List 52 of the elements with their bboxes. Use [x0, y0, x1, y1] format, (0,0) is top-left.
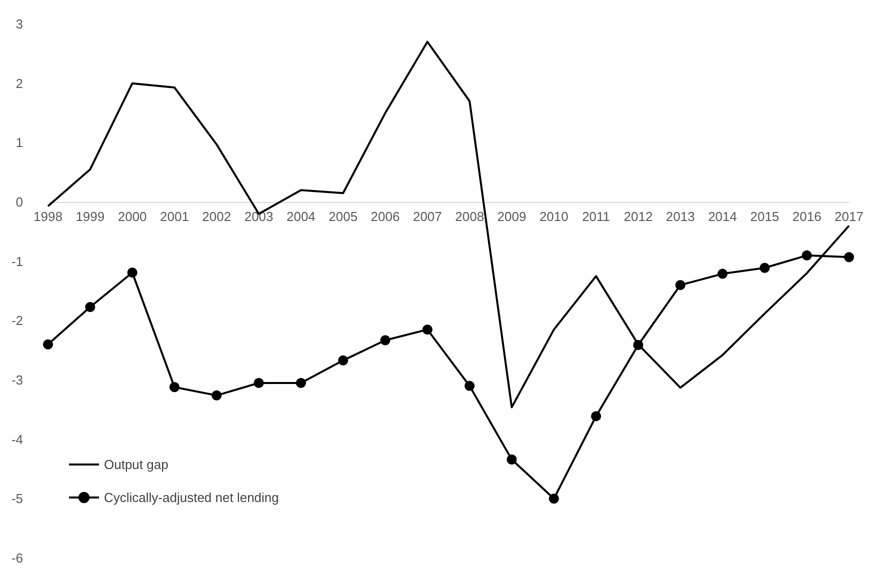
x-tick-label: 2004	[286, 209, 316, 224]
point	[760, 262, 770, 273]
point	[296, 378, 306, 388]
x-tick-label: 2002	[202, 209, 232, 224]
x-tick-label: 2015	[750, 209, 780, 224]
y-tick-label: -4	[11, 432, 23, 447]
legend-label: Output gap	[104, 457, 168, 472]
point	[422, 324, 432, 335]
x-tick-label: 2011	[582, 209, 610, 224]
x-tick-label: 2008	[455, 209, 484, 224]
x-tick-label: 2017	[834, 209, 864, 224]
point	[591, 411, 602, 422]
y-tick-label: -5	[11, 491, 23, 506]
x-tick-label: 2010	[539, 209, 568, 224]
y-tick-label: 3	[16, 16, 23, 32]
x-tick-label: 2006	[370, 209, 400, 224]
y-tick-label: 0	[16, 194, 23, 210]
x-tick-label: 2001	[160, 209, 189, 224]
x-tick-label: 2013	[666, 209, 695, 224]
point	[85, 302, 96, 312]
legend-label: Cyclically-adjusted net lending	[104, 490, 279, 505]
point	[802, 250, 812, 260]
point	[633, 340, 644, 350]
point	[127, 268, 138, 278]
y-tick-label: -3	[11, 372, 23, 388]
point	[169, 382, 180, 392]
x-tick-label: 2009	[497, 209, 526, 224]
point	[464, 380, 475, 391]
x-tick-label: 2007	[412, 209, 442, 224]
point	[548, 494, 559, 504]
x-tick-label: 2005	[328, 209, 358, 224]
y-tick-label: 2	[16, 76, 23, 91]
x-tick-label: 1999	[76, 209, 105, 224]
point	[338, 355, 348, 366]
x-tick-label: 2016	[792, 209, 822, 224]
point	[844, 252, 854, 262]
y-tick-label: -6	[11, 550, 23, 566]
point	[43, 339, 53, 350]
x-tick-label: 2003	[244, 209, 274, 224]
y-tick-label: 1	[16, 135, 23, 150]
x-tick-label: 2000	[118, 209, 147, 224]
y-tick-label: -2	[11, 313, 23, 328]
point	[675, 280, 686, 290]
point	[254, 378, 264, 388]
point	[212, 390, 222, 400]
point	[380, 335, 390, 346]
x-tick-label: 2012	[624, 209, 653, 224]
y-tick-label: -1	[11, 254, 23, 269]
x-tick-label: 2014	[708, 209, 737, 224]
point	[718, 268, 728, 279]
point	[506, 454, 517, 465]
x-tick-label: 1998	[34, 209, 62, 224]
